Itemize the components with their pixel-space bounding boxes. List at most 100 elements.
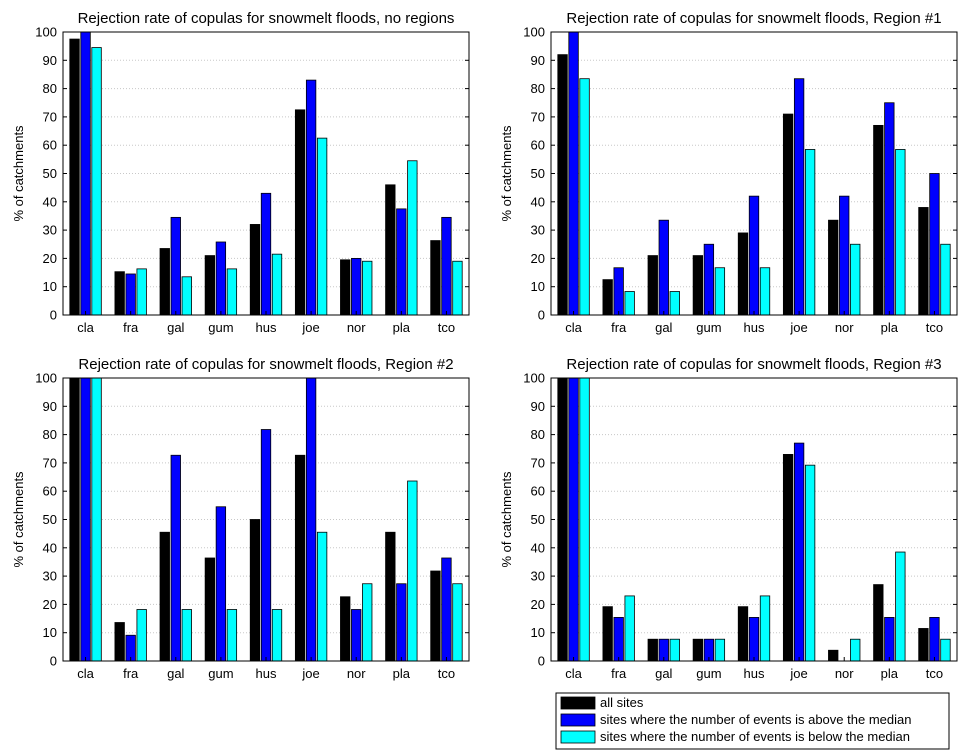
x-tick-label-fra: fra (123, 320, 139, 335)
bar-hus-1 (737, 606, 749, 662)
bar-cla-3 (91, 377, 102, 662)
bar-pla-1 (385, 184, 396, 316)
y-tick-label: 30 (43, 223, 57, 238)
x-tick-label-joe: joe (301, 666, 319, 681)
y-tick-label: 60 (43, 138, 57, 153)
bar-joe-3 (316, 531, 328, 662)
x-tick-label-hus: hus (256, 666, 277, 681)
bar-tco-3 (940, 243, 951, 316)
bar-pla-3 (407, 160, 418, 316)
chart-panels: 0 10 20 30 40 50 60 70 80 90 100 cla fra gal gum hus joe… (11, 10, 958, 681)
x-tick-label-gum: gum (208, 320, 233, 335)
y-tick-label: 30 (43, 569, 57, 584)
x-tick-label-cla: cla (77, 666, 94, 681)
chart-title: Rejection rate of copulas for snowmelt f… (566, 356, 941, 373)
x-tick-label-pla: pla (881, 320, 899, 335)
bar-fra-3 (624, 291, 635, 316)
bar-hus-3 (271, 253, 283, 316)
x-tick-label-fra: fra (611, 666, 627, 681)
chart-title: Rejection rate of copulas for snowmelt f… (78, 10, 455, 27)
bar-cla-2 (80, 31, 91, 316)
legend-swatch-3 (560, 730, 596, 744)
bar-joe-2 (305, 377, 317, 662)
x-tick-label-gum: gum (696, 666, 721, 681)
bar-hus-1 (737, 232, 749, 316)
bar-fra-1 (602, 279, 613, 316)
x-tick-label-hus: hus (744, 320, 765, 335)
x-tick-label-gal: gal (167, 666, 184, 681)
bar-hus-3 (271, 609, 283, 662)
chart-title: Rejection rate of copulas for snowmelt f… (566, 10, 941, 27)
bar-pla-2 (884, 617, 895, 662)
y-axis-label: % of catchments (499, 471, 514, 568)
plot-area (551, 378, 957, 661)
bar-fra-1 (114, 622, 125, 662)
y-tick-label: 50 (531, 166, 545, 181)
chart-panel-3: 0 10 20 30 40 50 60 70 80 90 100 cla fra gal gum hus joe… (11, 356, 470, 681)
y-tick-label: 20 (43, 251, 57, 266)
bar-tco-2 (441, 557, 452, 662)
bar-hus-1 (249, 519, 261, 662)
x-tick-label-nor: nor (835, 320, 854, 335)
bar-pla-2 (396, 208, 407, 316)
y-tick-label: 90 (43, 399, 57, 414)
legend-swatch-2 (560, 713, 596, 727)
legend-box (555, 692, 950, 750)
bar-nor-3 (362, 260, 373, 316)
bar-joe-2 (793, 78, 805, 316)
y-tick-label: 30 (531, 569, 545, 584)
bar-pla-3 (895, 149, 906, 316)
x-tick-label-hus: hus (256, 320, 277, 335)
y-tick-label: 10 (43, 625, 57, 640)
bar-tco-1 (430, 570, 441, 662)
x-tick-label-tco: tco (926, 666, 943, 681)
bar-nor-2 (351, 257, 362, 316)
bar-cla-1 (69, 38, 80, 316)
y-tick-label: 70 (43, 109, 57, 124)
y-tick-label: 70 (43, 455, 57, 470)
bar-nor-2 (351, 609, 362, 662)
bar-gum-1 (692, 255, 704, 316)
x-tick-label-gal: gal (655, 666, 672, 681)
chart-legend: all sites sites where the number of event… (555, 692, 950, 750)
y-tick-label: 100 (523, 371, 545, 386)
y-tick-label: 80 (531, 427, 545, 442)
y-tick-label: 20 (531, 597, 545, 612)
y-tick-label: 80 (43, 81, 57, 96)
y-tick-label: 20 (531, 251, 545, 266)
y-axis-label: % of catchments (11, 125, 26, 222)
y-tick-label: 10 (43, 279, 57, 294)
bar-tco-3 (940, 638, 951, 662)
bar-joe-3 (804, 464, 816, 662)
bar-nor-1 (340, 596, 351, 662)
bar-joe-1 (294, 454, 306, 662)
y-tick-label: 100 (523, 25, 545, 40)
bar-gum-3 (714, 638, 726, 662)
y-tick-label: 70 (531, 455, 545, 470)
x-tick-label-gum: gum (696, 320, 721, 335)
bar-gum-3 (226, 609, 238, 662)
bar-gal-2 (170, 216, 181, 316)
x-tick-label-tco: tco (438, 666, 455, 681)
bar-nor-1 (828, 649, 839, 662)
bar-nor-1 (828, 219, 839, 316)
bar-gal-3 (669, 291, 680, 316)
y-tick-label: 0 (50, 308, 57, 323)
y-tick-label: 30 (531, 223, 545, 238)
legend-swatch-1 (560, 696, 596, 710)
y-tick-label: 20 (43, 597, 57, 612)
bar-cla-2 (568, 31, 579, 316)
bar-nor-3 (850, 638, 861, 662)
bar-tco-3 (452, 260, 463, 316)
x-tick-label-fra: fra (123, 666, 139, 681)
y-tick-label: 60 (43, 484, 57, 499)
y-tick-label: 40 (531, 540, 545, 555)
bar-gum-2 (215, 241, 227, 316)
bar-gal-1 (647, 638, 658, 662)
bar-gum-1 (204, 557, 216, 662)
bar-cla-2 (80, 377, 91, 662)
bar-gum-2 (703, 243, 715, 316)
legend-label-2: sites where the number of events is abov… (600, 712, 911, 727)
x-tick-label-cla: cla (565, 666, 582, 681)
legend-label-3: sites where the number of events is belo… (600, 729, 910, 744)
